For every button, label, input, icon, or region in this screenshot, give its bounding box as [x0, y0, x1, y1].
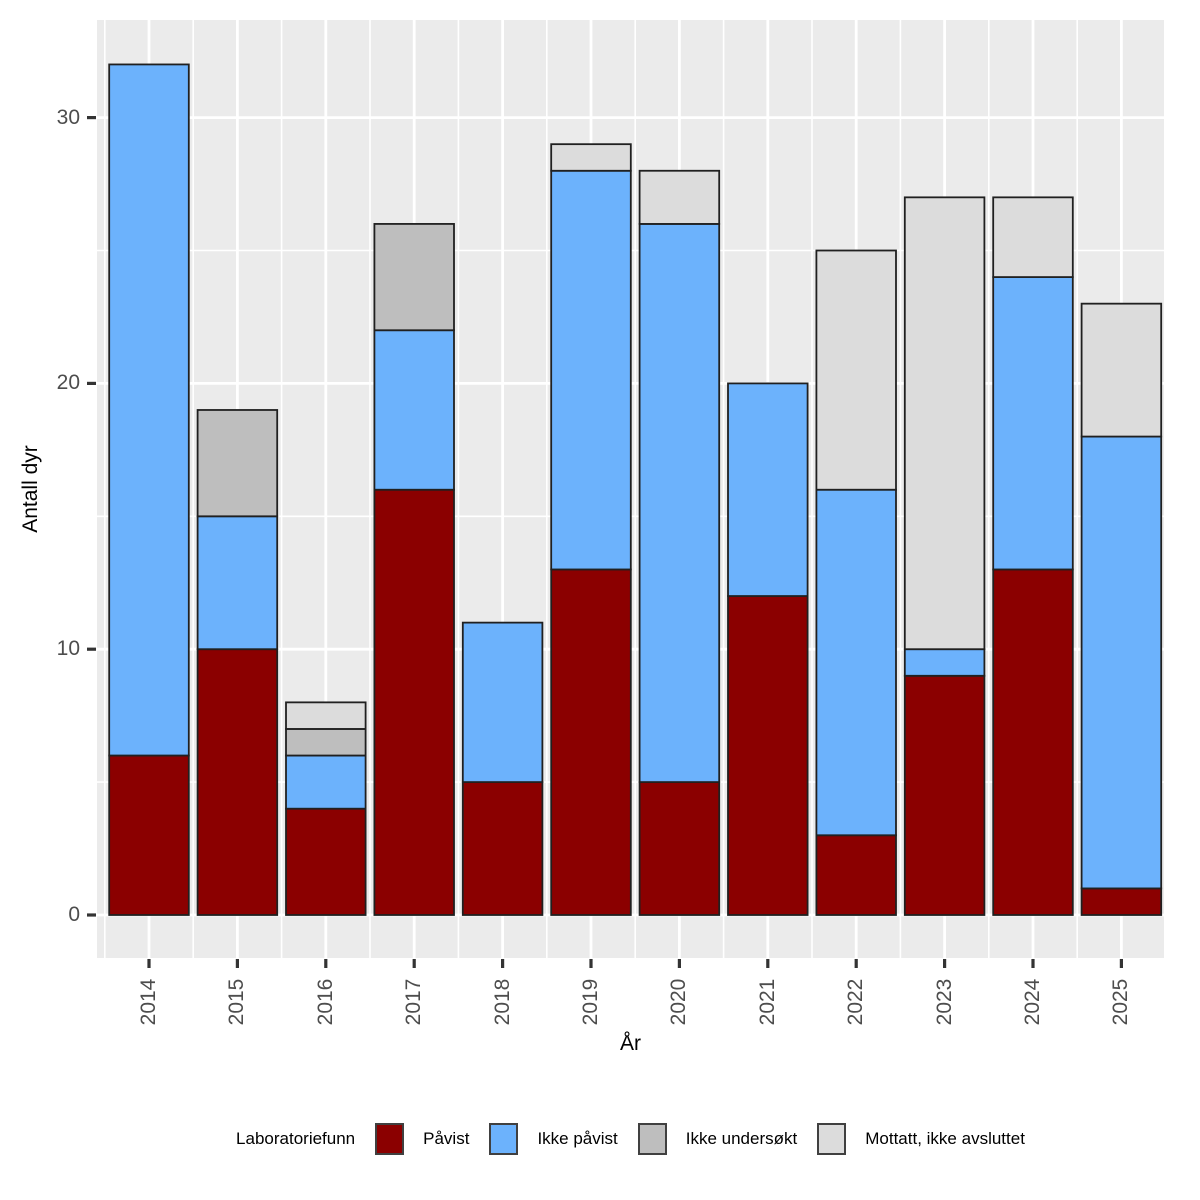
- legend-swatch-mottatt-ikke-avsluttet: [817, 1122, 847, 1155]
- bar-segment-2021-p-vist: [727, 595, 809, 916]
- bar-segment-2022-mottatt-ikke-avsluttet: [815, 249, 897, 491]
- bar-segment-2016-mottatt-ikke-avsluttet: [285, 701, 367, 730]
- legend-label-p-vist: Påvist: [423, 1128, 470, 1148]
- bar-segment-2025-ikke-p-vist: [1080, 435, 1163, 890]
- legend-item-mottatt-ikke-avsluttet: Mottatt, ikke avsluttet: [817, 1122, 1025, 1155]
- bar-segment-2023-ikke-p-vist: [903, 648, 986, 677]
- bar-segment-2018-ikke-p-vist: [461, 621, 544, 783]
- bar-segment-2014-ikke-p-vist: [108, 63, 190, 757]
- bar-segment-2017-ikke-p-vist: [373, 329, 455, 491]
- legend-label-mottatt-ikke-avsluttet: Mottatt, ikke avsluttet: [865, 1128, 1025, 1148]
- legend-label-ikke-p-vist: Ikke påvist: [537, 1128, 618, 1148]
- bar-segment-2024-ikke-p-vist: [992, 276, 1074, 571]
- bar-segment-2020-mottatt-ikke-avsluttet: [638, 169, 721, 225]
- x-tick-label-2015: 2015: [225, 978, 249, 1026]
- y-tick-label-10: 10: [56, 637, 80, 661]
- x-tick-label-2025: 2025: [1109, 978, 1133, 1026]
- y-tick-label-30: 30: [56, 105, 80, 129]
- legend-swatch-p-vist: [375, 1122, 405, 1155]
- bar-segment-2025-mottatt-ikke-avsluttet: [1080, 302, 1163, 438]
- bar-segment-2019-ikke-p-vist: [550, 169, 632, 571]
- x-tick-label-2017: 2017: [402, 978, 426, 1026]
- bar-segment-2015-p-vist: [196, 648, 279, 916]
- y-tick-label-0: 0: [68, 903, 80, 926]
- legend-item-p-vist: Påvist: [375, 1122, 470, 1155]
- bar-segment-2017-ikke-unders-kt: [373, 223, 455, 332]
- legend-item-ikke-unders-kt: Ikke undersøkt: [637, 1122, 798, 1155]
- bar-segment-2016-ikke-p-vist: [285, 754, 367, 810]
- bar-segment-2025-p-vist: [1080, 887, 1163, 916]
- x-tick-label-2014: 2014: [137, 978, 160, 1026]
- y-tick-label-20: 20: [56, 371, 80, 395]
- x-tick-label-2016: 2016: [313, 978, 337, 1026]
- bar-segment-2016-ikke-unders-kt: [285, 728, 367, 757]
- legend-item-ikke-p-vist: Ikke påvist: [489, 1122, 618, 1155]
- x-axis-title: År: [620, 1032, 641, 1055]
- bar-segment-2022-ikke-p-vist: [815, 488, 897, 837]
- bar-segment-2015-ikke-p-vist: [196, 515, 279, 651]
- bar-segment-2021-ikke-p-vist: [727, 382, 809, 597]
- legend: Laboratoriefunn Påvist Ikke påvist Ikke un…: [97, 1121, 1164, 1156]
- bar-segment-2022-p-vist: [815, 834, 897, 916]
- legend-swatch-ikke-unders-kt: [637, 1122, 667, 1155]
- legend-label-ikke-unders-kt: Ikke undersøkt: [685, 1128, 798, 1148]
- bar-segment-2023-mottatt-ikke-avsluttet: [903, 196, 986, 651]
- x-tick-label-2023: 2023: [932, 978, 956, 1026]
- bar-segment-2015-ikke-unders-kt: [196, 409, 279, 518]
- bar-segment-2019-mottatt-ikke-avsluttet: [550, 143, 632, 172]
- legend-title: Laboratoriefunn: [236, 1128, 356, 1148]
- bar-segment-2024-p-vist: [992, 568, 1074, 916]
- bar-segment-2023-p-vist: [903, 674, 986, 916]
- bar-segment-2019-p-vist: [550, 568, 632, 916]
- x-tick-label-2018: 2018: [490, 978, 514, 1026]
- x-tick-label-2024: 2024: [1021, 978, 1044, 1026]
- x-tick-label-2020: 2020: [667, 978, 691, 1026]
- bar-segment-2020-p-vist: [638, 781, 721, 916]
- x-tick-label-2022: 2022: [844, 978, 868, 1026]
- x-tick-label-2021: 2021: [755, 978, 779, 1026]
- legend-swatch-ikke-p-vist: [489, 1122, 519, 1155]
- bar-segment-2018-p-vist: [461, 781, 544, 916]
- bar-segment-2017-p-vist: [373, 488, 455, 916]
- y-axis-title: Antall dyr: [19, 445, 42, 533]
- bar-segment-2024-mottatt-ikke-avsluttet: [992, 196, 1074, 278]
- x-tick-label-2019: 2019: [579, 978, 602, 1026]
- bar-segment-2014-p-vist: [108, 754, 190, 916]
- bar-segment-2020-ikke-p-vist: [638, 223, 721, 783]
- bar-segment-2016-p-vist: [285, 807, 367, 916]
